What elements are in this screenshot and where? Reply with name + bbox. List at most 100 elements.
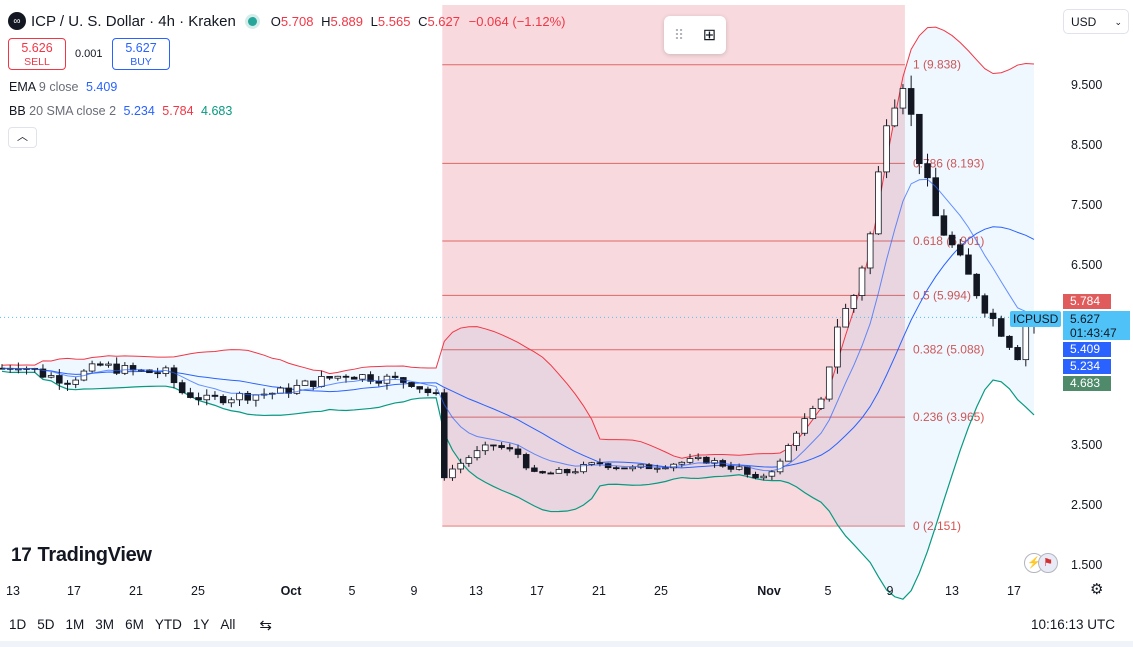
candle [539, 470, 546, 474]
fib-level-label-0.236: 0.236 (3.965) [913, 410, 984, 424]
candle [105, 361, 112, 368]
range-button-1m[interactable]: 1M [65, 617, 85, 632]
range-button-1y[interactable]: 1Y [192, 617, 210, 632]
close-value: 5.627 [427, 13, 460, 29]
x-tick-label: 5 [349, 584, 356, 598]
candle [760, 473, 767, 481]
bb-lower-price-tag: 4.683 [1063, 376, 1111, 391]
candle-body [694, 456, 702, 459]
range-button-1d[interactable]: 1D [9, 617, 27, 632]
candle-body [883, 125, 890, 173]
x-tick-label: 13 [6, 584, 20, 598]
date-range-icon[interactable]: ⇆ [259, 616, 272, 634]
candle [465, 455, 473, 467]
candle-body [965, 254, 972, 275]
candle [367, 371, 374, 385]
candle [1006, 335, 1013, 351]
range-button-6m[interactable]: 6M [125, 617, 144, 632]
candle-body [514, 448, 522, 455]
candle-body [653, 467, 661, 470]
sell-button[interactable]: 5.626 SELL [8, 38, 66, 70]
candle-body [858, 267, 866, 296]
floating-toolbar[interactable]: ⠿ ⊞ [664, 16, 726, 54]
symbol-title[interactable]: ICP / U. S. Dollar · 4h · Kraken [31, 12, 236, 30]
candle-body [711, 460, 718, 464]
candle [244, 391, 251, 405]
candle-body [948, 234, 956, 246]
candle [506, 443, 514, 452]
close-label: C [418, 13, 428, 29]
candle-body [72, 379, 79, 385]
drag-handle-icon[interactable]: ⠿ [673, 26, 684, 43]
candle [170, 364, 178, 389]
candle [350, 376, 358, 380]
tradingview-logo[interactable]: 17 TradingView [11, 544, 152, 567]
candle-body [318, 376, 325, 387]
fib-level-label-0.618: 0.618 (6.901) [913, 234, 984, 248]
candle-body [178, 382, 186, 394]
candle [834, 318, 841, 374]
bb-upper-value: 5.784 [162, 104, 194, 118]
candle [211, 391, 219, 400]
x-tick-label: 5 [825, 584, 832, 598]
candle-body [170, 367, 178, 384]
candle [47, 372, 55, 379]
range-button-3m[interactable]: 3M [95, 617, 115, 632]
candle [965, 248, 972, 275]
candle [1014, 344, 1021, 361]
settings-gear-icon[interactable]: ⚙ [1090, 581, 1104, 598]
candle [842, 303, 849, 328]
candle-body [686, 458, 694, 463]
candle-body [997, 318, 1005, 337]
us-flag-icon[interactable]: ⚑ [1038, 553, 1058, 573]
layout-grid-icon[interactable]: ⊞ [702, 27, 717, 44]
bb-lower-value: 4.683 [201, 104, 233, 118]
candle [195, 392, 202, 406]
fib-level-label-0: 0 (2.151) [913, 519, 961, 533]
change-value: −0.064 (−1.12%) [468, 13, 566, 29]
candle [1022, 323, 1030, 367]
candle-body [940, 215, 948, 236]
candle-body [907, 88, 915, 115]
candle-body [613, 467, 620, 470]
candle [187, 387, 194, 399]
fibonacci-retracement: 1 (9.838) 0.786 (8.193) 0.618 (6.901) 0.5 (… [442, 5, 984, 533]
candle-body [449, 468, 456, 479]
ema-name: EMA [9, 80, 36, 94]
bb-basis-value: 5.234 [123, 104, 155, 118]
buy-button[interactable]: 5.627 BUY [112, 38, 170, 70]
candle-body [957, 244, 964, 256]
candle [498, 442, 505, 450]
candle [514, 444, 522, 459]
collapse-legend-button[interactable]: ︿ [8, 127, 37, 148]
candle [473, 446, 481, 461]
candle-body [236, 392, 243, 401]
candle [801, 413, 808, 436]
utc-clock[interactable]: 10:16:13 UTC [1031, 617, 1116, 632]
candle-body [64, 382, 71, 385]
candle [555, 467, 563, 474]
candle-body [981, 295, 989, 314]
alert-icons[interactable]: ⚡ ⚑ [1024, 553, 1058, 573]
candle-body [424, 388, 432, 394]
candle-body [228, 399, 235, 404]
candle-body [563, 469, 571, 474]
y-tick-label: 7.500 [1071, 198, 1102, 212]
range-button-5d[interactable]: 5D [37, 617, 55, 632]
ema-legend[interactable]: EMA 9 close 5.409 [9, 80, 117, 94]
candle-body [367, 374, 374, 382]
chevron-up-icon: ︿ [17, 131, 28, 143]
currency-select[interactable]: USD ⌄ [1063, 9, 1129, 34]
bar-countdown: 01:43:47 [1070, 326, 1117, 340]
candle-body [334, 375, 342, 379]
candle-body [498, 445, 505, 448]
candle [580, 461, 587, 474]
x-tick-label: 9 [411, 584, 418, 598]
bb-legend[interactable]: BB 20 SMA close 2 5.234 5.784 4.683 [9, 104, 232, 118]
range-button-ytd[interactable]: YTD [154, 617, 182, 632]
candle-body [219, 396, 227, 404]
range-button-all[interactable]: All [220, 617, 236, 632]
candle-body [531, 467, 538, 472]
candle [940, 209, 948, 236]
